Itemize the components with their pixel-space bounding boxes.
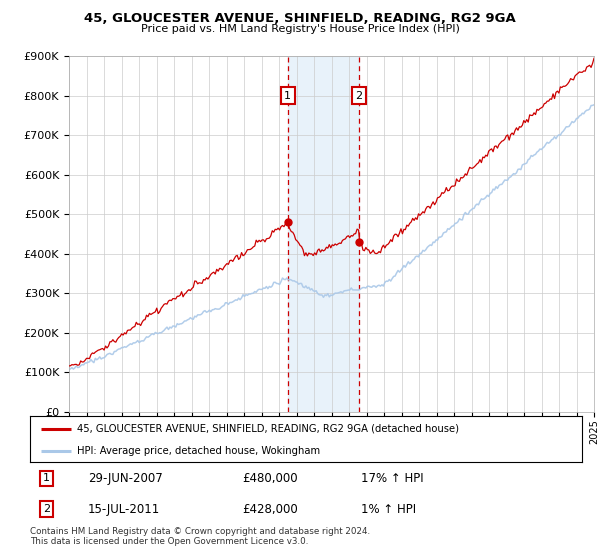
Text: £480,000: £480,000 (242, 472, 298, 485)
Text: 1: 1 (284, 91, 291, 100)
Text: £428,000: £428,000 (242, 503, 298, 516)
Text: 15-JUL-2011: 15-JUL-2011 (88, 503, 160, 516)
Text: HPI: Average price, detached house, Wokingham: HPI: Average price, detached house, Woki… (77, 446, 320, 455)
Text: Price paid vs. HM Land Registry's House Price Index (HPI): Price paid vs. HM Land Registry's House … (140, 24, 460, 34)
Text: 45, GLOUCESTER AVENUE, SHINFIELD, READING, RG2 9GA (detached house): 45, GLOUCESTER AVENUE, SHINFIELD, READIN… (77, 424, 459, 434)
Text: Contains HM Land Registry data © Crown copyright and database right 2024.
This d: Contains HM Land Registry data © Crown c… (30, 526, 370, 546)
Text: 2: 2 (43, 504, 50, 514)
Text: 1% ↑ HPI: 1% ↑ HPI (361, 503, 416, 516)
Text: 29-JUN-2007: 29-JUN-2007 (88, 472, 163, 485)
Text: 45, GLOUCESTER AVENUE, SHINFIELD, READING, RG2 9GA: 45, GLOUCESTER AVENUE, SHINFIELD, READIN… (84, 12, 516, 25)
Text: 17% ↑ HPI: 17% ↑ HPI (361, 472, 424, 485)
Text: 2: 2 (355, 91, 362, 100)
Bar (288, 56, 359, 412)
Text: 1: 1 (43, 473, 50, 483)
